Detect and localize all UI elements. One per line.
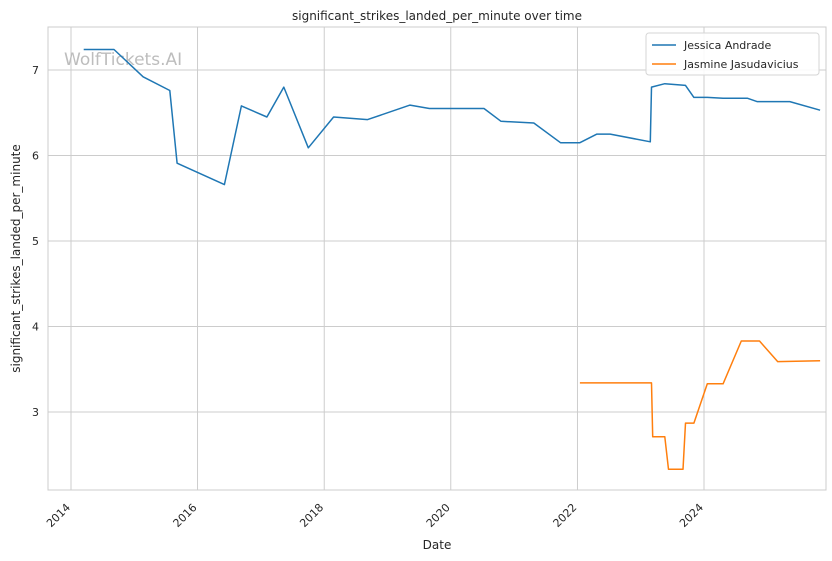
y-tick-label: 3 xyxy=(32,406,39,419)
series-lines xyxy=(83,48,821,471)
legend-label-1: Jasmine Jasudavicius xyxy=(683,58,799,71)
chart-title: significant_strikes_landed_per_minute ov… xyxy=(292,9,582,23)
y-tick-labels: 3 4 5 6 7 xyxy=(32,64,39,419)
y-tick-label: 6 xyxy=(32,150,39,163)
y-tick-label: 7 xyxy=(32,64,39,77)
y-tick-label: 5 xyxy=(32,235,39,248)
y-tick-label: 4 xyxy=(32,321,39,334)
series-line-1 xyxy=(579,340,821,471)
series-line-0 xyxy=(83,48,821,186)
watermark: WolfTickets.AI xyxy=(64,50,182,70)
plot-area-frame xyxy=(47,26,827,491)
legend-label-0: Jessica Andrade xyxy=(683,39,772,52)
legend: Jessica Andrade Jasmine Jasudavicius xyxy=(645,32,820,76)
grid-lines xyxy=(48,27,826,490)
y-axis-title: significant_strikes_landed_per_minute xyxy=(9,144,23,373)
legend-items: Jessica Andrade Jasmine Jasudavicius xyxy=(652,39,799,71)
x-axis-title: Date xyxy=(423,538,452,552)
legend-box xyxy=(645,32,820,76)
